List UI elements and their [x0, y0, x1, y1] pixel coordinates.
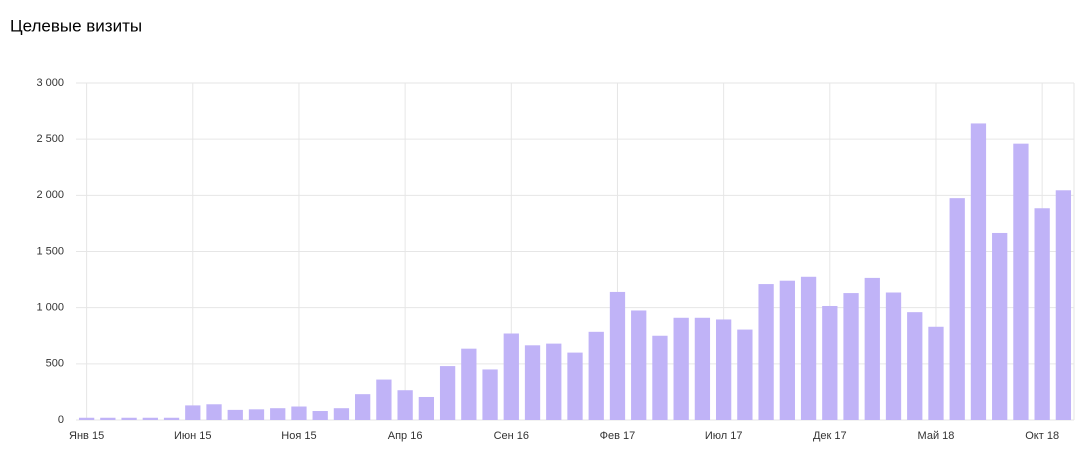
bar [227, 409, 243, 420]
x-tick-label: Янв 15 [69, 430, 104, 442]
bar [312, 411, 328, 420]
bar [1034, 208, 1050, 420]
y-tick-label: 2 500 [36, 133, 64, 145]
chart-title: Целевые визиты [10, 16, 142, 35]
bar [163, 417, 180, 420]
bar [121, 417, 137, 420]
y-tick-label: 2 000 [36, 189, 64, 201]
x-tick-label: Дек 17 [813, 430, 847, 442]
bar [418, 396, 435, 420]
bar [100, 417, 116, 420]
bar [397, 390, 413, 420]
bar [185, 405, 201, 420]
bar [524, 345, 541, 420]
bar [928, 326, 944, 420]
bar [885, 292, 902, 420]
bar [843, 293, 859, 420]
x-tick-label: Фев 17 [600, 430, 636, 442]
y-tick-label: 3 000 [36, 77, 64, 89]
x-tick-label: Июл 17 [705, 430, 743, 442]
bar [992, 232, 1008, 420]
bar [376, 379, 392, 420]
bar [1013, 143, 1029, 420]
bar [758, 284, 774, 420]
bar [567, 352, 583, 420]
bar [206, 404, 222, 420]
bar [503, 333, 519, 420]
y-tick-label: 1 000 [36, 302, 64, 314]
bar [78, 417, 95, 420]
x-tick-label: Май 18 [918, 430, 955, 442]
y-tick-label: 500 [46, 358, 64, 370]
x-tick-label: Сен 16 [494, 430, 529, 442]
bar [907, 312, 923, 420]
bar [609, 291, 626, 420]
bar [970, 123, 987, 420]
bar [482, 369, 498, 420]
bar [822, 305, 838, 420]
bar [864, 277, 880, 420]
bar [461, 348, 477, 420]
bar [439, 366, 456, 420]
bar [694, 317, 711, 420]
bar [652, 335, 668, 420]
bar [631, 310, 647, 420]
bar [715, 319, 732, 420]
bar [142, 417, 158, 420]
bar [673, 317, 689, 420]
x-tick-label: Апр 16 [388, 430, 423, 442]
x-tick-label: Окт 18 [1025, 430, 1059, 442]
bar [291, 406, 307, 420]
bar [1055, 190, 1072, 420]
bar [737, 329, 753, 420]
bar [949, 198, 965, 420]
x-tick-label: Июн 15 [174, 430, 212, 442]
bar [355, 394, 371, 420]
bar [800, 276, 817, 420]
bar [779, 280, 795, 420]
bar [588, 331, 604, 420]
y-tick-label: 0 [58, 414, 64, 426]
bar [270, 408, 286, 420]
bar [333, 408, 350, 420]
bar [248, 409, 265, 420]
bar [546, 343, 562, 420]
y-tick-label: 1 500 [36, 245, 64, 257]
x-tick-label: Ноя 15 [281, 430, 316, 442]
